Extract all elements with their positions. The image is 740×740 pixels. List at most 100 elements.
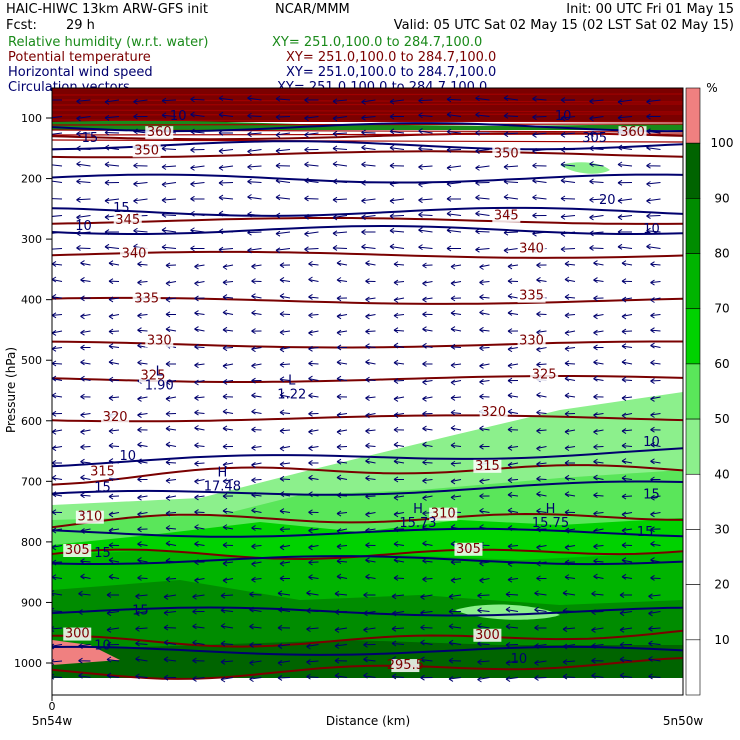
circulation-vector (479, 393, 490, 400)
circulation-vector (161, 145, 177, 152)
field-legend: Relative humidity (w.r.t. water) XY= 251… (8, 35, 496, 95)
circulation-vector (251, 362, 262, 369)
wind-speed-label: 15 (82, 131, 99, 146)
circulation-vector (76, 161, 91, 167)
circulation-vector (361, 243, 376, 250)
circulation-vector (507, 525, 519, 531)
colorbar-level-label: 90 (714, 191, 729, 205)
colorbar-level-label: 40 (714, 467, 729, 481)
circulation-vector (593, 528, 604, 534)
colorbar-swatch (685, 639, 701, 696)
circulation-vector (251, 444, 262, 451)
circulation-vector (165, 360, 177, 367)
circulation-vector (133, 98, 148, 105)
circulation-vector (532, 194, 547, 201)
circulation-vector (646, 144, 661, 151)
circulation-vector (304, 146, 319, 153)
wind-speed-contour (52, 480, 683, 496)
circulation-vector (308, 410, 319, 417)
circulation-vector (52, 161, 63, 167)
circulation-vector (279, 526, 291, 533)
circulation-vector (650, 575, 661, 581)
circulation-vector (279, 346, 291, 353)
circulation-vector (621, 313, 633, 320)
circulation-vector (106, 641, 120, 648)
circulation-vector (650, 378, 661, 384)
circulation-vector (365, 573, 376, 580)
circulation-vector (450, 524, 462, 531)
circulation-vector (52, 260, 63, 267)
label-background (492, 209, 521, 223)
circulation-vector (450, 379, 462, 386)
circulation-vector (76, 196, 91, 203)
circulation-vector (564, 491, 576, 498)
circulation-vector (536, 461, 547, 468)
circulation-vector (78, 590, 91, 597)
theta-contour (52, 250, 683, 259)
circulation-vector (279, 475, 291, 482)
circulation-vector (418, 181, 433, 188)
wind-speed-contour (52, 555, 683, 566)
plot-frame (51, 87, 684, 696)
circulation-vector (650, 441, 661, 448)
circulation-vector (163, 656, 177, 663)
x-axis: 0 5n54w Distance (km) 5n50w (32, 695, 703, 728)
circulation-vector (361, 99, 376, 105)
circulation-vector (536, 560, 547, 567)
extremum-value: 1.22 (277, 388, 306, 403)
colorbar-unit: % (706, 81, 717, 95)
circulation-vector (308, 312, 319, 319)
extremum-mark: H (546, 502, 556, 517)
circulation-vector (106, 656, 120, 663)
circulation-vector (479, 294, 490, 300)
circulation-vector (275, 194, 291, 201)
circulation-vector (194, 310, 205, 316)
circulation-vector (365, 511, 376, 518)
circulation-vector (393, 395, 405, 402)
circulation-vector (650, 526, 661, 533)
circulation-vector (446, 128, 462, 135)
circulation-vector (194, 540, 205, 547)
circulation-vector (475, 179, 490, 186)
circulation-vector (249, 591, 262, 598)
wind-speed-label: 15 (132, 604, 149, 619)
circulation-vector (507, 328, 519, 335)
circulation-vector (304, 177, 319, 184)
circulation-vector (446, 227, 462, 234)
circulation-vector (334, 627, 348, 633)
circulation-vector (165, 425, 177, 432)
circulation-vector (536, 409, 547, 416)
circulation-vector (507, 392, 519, 399)
circulation-vector (479, 493, 490, 500)
circulation-vector (617, 197, 633, 204)
circulation-vector (251, 477, 262, 484)
circulation-vector (536, 361, 547, 368)
wind-speed-label: 20 (599, 193, 616, 208)
circulation-vector (564, 445, 576, 452)
circulation-vector (564, 559, 576, 566)
circulation-vector (621, 296, 633, 303)
circulation-vector (161, 227, 177, 233)
circulation-vector (650, 261, 661, 268)
circulation-vector (621, 542, 633, 549)
circulation-vector (108, 296, 120, 303)
circulation-vector (251, 576, 262, 583)
circulation-vector (52, 460, 63, 466)
circulation-vector (332, 178, 348, 185)
circulation-vector (562, 659, 576, 665)
circulation-vector (336, 458, 348, 465)
circulation-vector (222, 309, 234, 316)
circulation-vector (76, 178, 91, 185)
circulation-vector (365, 442, 376, 449)
circulation-vector (277, 590, 291, 597)
circulation-vector (422, 495, 433, 501)
circulation-vector (80, 412, 91, 418)
wind-speed-contour (52, 606, 683, 617)
circulation-vector (277, 659, 291, 666)
label-background (473, 459, 502, 473)
circulation-vector (532, 162, 547, 169)
circulation-vector (220, 592, 234, 599)
circulation-vector (249, 606, 262, 613)
circulation-vector (222, 393, 234, 400)
